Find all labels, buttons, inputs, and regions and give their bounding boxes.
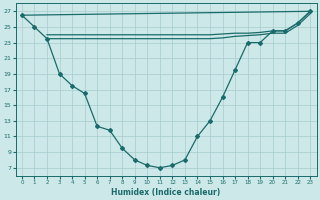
- X-axis label: Humidex (Indice chaleur): Humidex (Indice chaleur): [111, 188, 221, 197]
